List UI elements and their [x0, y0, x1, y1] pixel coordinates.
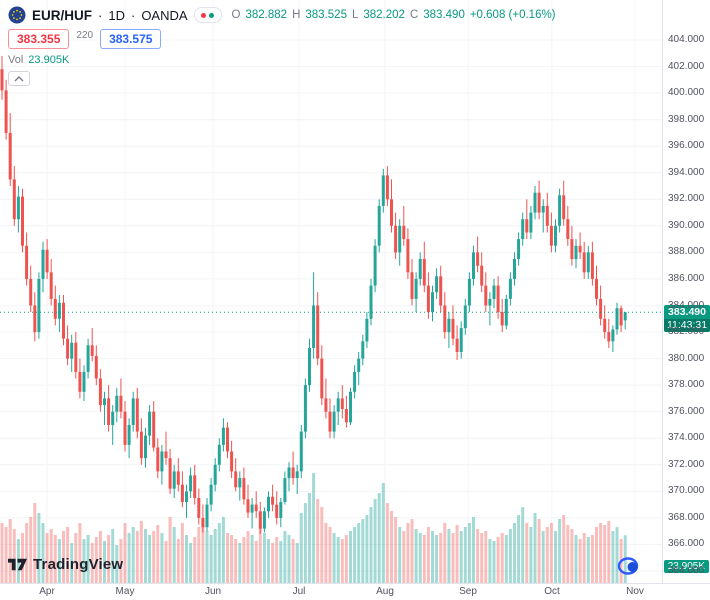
tradingview-logo-text: TradingView: [33, 556, 124, 573]
blue-rings-icon: [617, 557, 639, 575]
red-dot-icon: [201, 12, 207, 18]
time-axis-label: May: [115, 586, 135, 597]
price-axis-label: 398.000: [668, 114, 705, 125]
price-axis-label: 382.000: [668, 326, 705, 337]
price-axis-label: 370.000: [668, 485, 705, 496]
change-value: +0.608 (+0.16%): [469, 9, 556, 21]
buy-ask-button[interactable]: 383.575: [100, 29, 162, 49]
price-axis-label: 372.000: [668, 459, 705, 470]
volume-axis-badge: 23.905K: [663, 560, 709, 573]
time-axis-label: Jun: [204, 586, 222, 597]
teal-dot-icon: [209, 12, 215, 18]
separator: ·: [98, 7, 103, 23]
sell-bid-button[interactable]: 383.355: [8, 29, 70, 49]
price-axis-label: 384.000: [668, 300, 705, 311]
close-value: 383.490: [423, 9, 465, 21]
bar-countdown: 11:43:31: [664, 319, 710, 332]
volume-value: 23.905K: [28, 54, 70, 66]
bid-ask-row: 383.355 220 383.575: [8, 29, 556, 49]
price-axis-label: 402.000: [668, 61, 705, 72]
volume-label: Vol: [8, 54, 24, 66]
price-axis-label: 388.000: [668, 246, 705, 257]
chevron-up-icon: [14, 75, 24, 81]
time-axis-label: Oct: [544, 586, 560, 597]
low-label: L: [351, 9, 359, 21]
close-label: C: [409, 9, 419, 21]
price-axis-label: 368.000: [668, 512, 705, 523]
price-axis-label: 374.000: [668, 432, 705, 443]
price-axis-label: 396.000: [668, 140, 705, 151]
broker-account-icon[interactable]: [614, 556, 644, 581]
price-axis-label: 400.000: [668, 87, 705, 98]
high-label: H: [292, 9, 301, 21]
volume-row[interactable]: Vol 23.905K: [8, 54, 556, 66]
eu-flag-icon: [8, 6, 26, 24]
time-axis-label: Nov: [626, 586, 644, 597]
tradingview-logo-link[interactable]: TradingView: [8, 555, 123, 574]
price-axis-label: 392.000: [668, 193, 705, 204]
price-axis-label: 404.000: [668, 34, 705, 45]
time-axis-label: Apr: [39, 586, 55, 597]
open-label: O: [231, 9, 241, 21]
price-axis-label: 364.000: [668, 565, 705, 576]
tradingview-logo-icon: [8, 558, 27, 571]
separator: ·: [130, 7, 136, 23]
time-axis-label: Sep: [459, 586, 477, 597]
chart-legend: EUR/HUF · 1D · OANDA O 382.882 H 383.525…: [8, 6, 556, 86]
open-value: 382.882: [245, 9, 288, 21]
collapse-legend-button[interactable]: [8, 71, 30, 86]
ohlc-values: O 382.882 H 383.525 L 382.202 C 383.490 …: [232, 9, 556, 21]
price-axis-label: 378.000: [668, 379, 705, 390]
time-axis-label: Jul: [292, 586, 306, 597]
price-axis-label: 390.000: [668, 220, 705, 231]
interval-label[interactable]: 1D: [108, 7, 125, 23]
price-axis-label: 394.000: [668, 167, 705, 178]
symbol-row[interactable]: EUR/HUF · 1D · OANDA O 382.882 H 383.525…: [8, 6, 556, 24]
last-price-value: 383.490: [664, 305, 710, 319]
exchange-label[interactable]: OANDA: [141, 7, 188, 23]
price-axis-label: 366.000: [668, 538, 705, 549]
candlestick-chart[interactable]: [0, 0, 662, 583]
time-axis-label: Aug: [376, 586, 394, 597]
price-axis-label: 380.000: [668, 353, 705, 364]
price-axis-label: 376.000: [668, 406, 705, 417]
symbol-name[interactable]: EUR/HUF: [32, 7, 92, 23]
spread-value: 220: [76, 30, 94, 41]
last-price-badge: 383.490 11:43:31: [664, 305, 710, 332]
time-axis[interactable]: Apr May Jun Jul Aug Sep Oct Nov: [0, 583, 710, 600]
low-value: 382.202: [363, 9, 405, 21]
series-visibility-toggle-icon[interactable]: [193, 7, 222, 23]
high-value: 383.525: [305, 9, 347, 21]
price-axis[interactable]: 383.490 11:43:31 23.905K 404.000 402.000 4…: [662, 0, 710, 583]
price-axis-label: 386.000: [668, 273, 705, 284]
